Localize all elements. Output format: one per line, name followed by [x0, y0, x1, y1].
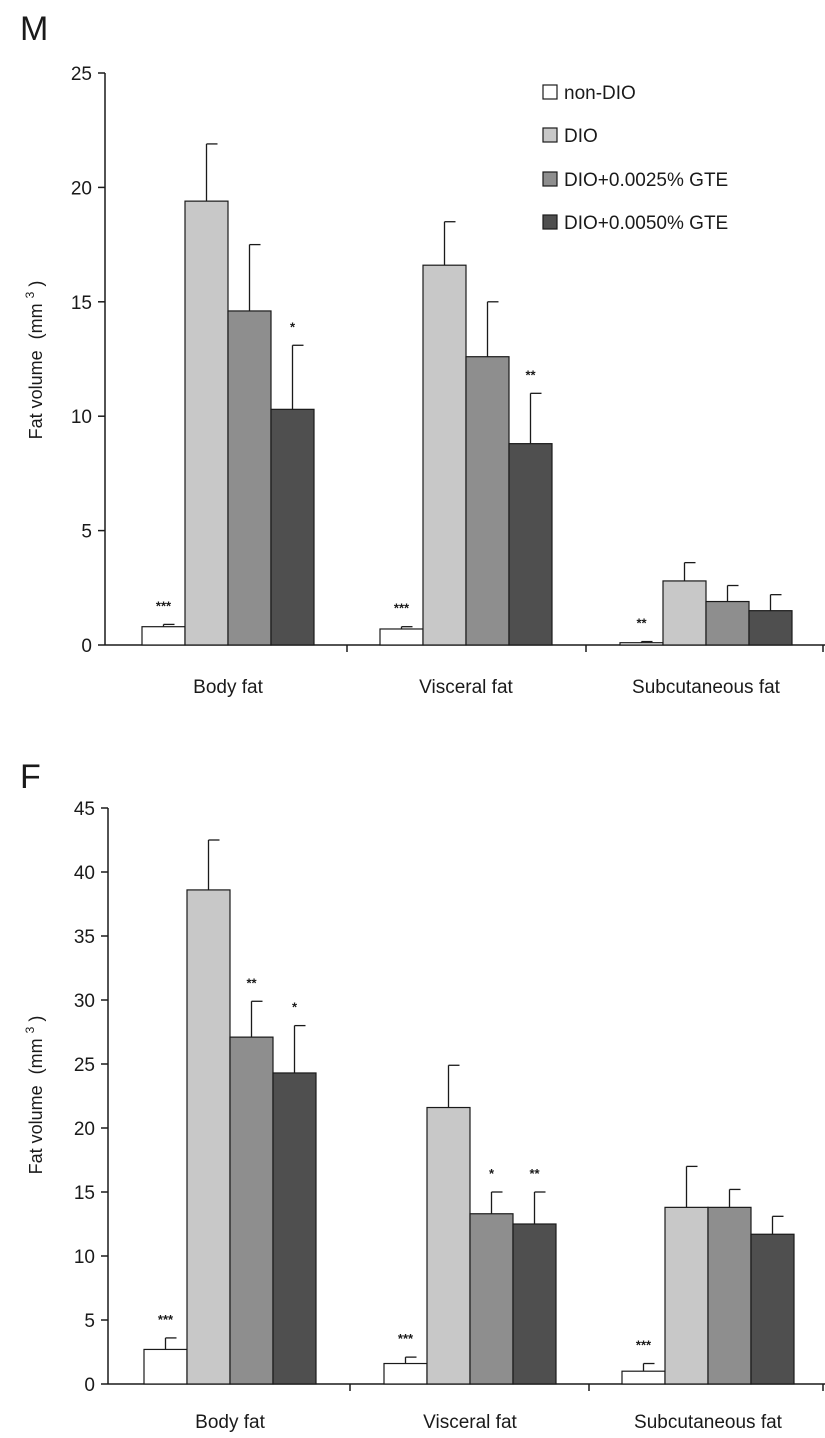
bar-non-dio-body-fat	[141, 626, 186, 646]
y-axis-label-text: Fat volume	[26, 350, 46, 439]
bar-dio-0-0025-gte-subcutaneous-fat	[707, 1206, 752, 1385]
y-tick-label: 25	[74, 1055, 95, 1076]
x-tick-label-visceral-fat: Visceral fat	[423, 1412, 517, 1433]
legend-label-dio: DIO	[564, 126, 598, 147]
chart-panel-f: F Fat volume (mm 3 ) 0 5 10 15 20 25 30 35 40 45 B…	[18, 758, 825, 1433]
bar-dio-0-0025-gte-body-fat	[227, 310, 272, 646]
legend: non-DIO DIO DIO+0.0025% GTE DIO+0.0050% …	[542, 83, 728, 234]
bar-dio-0-0025-gte-visceral-fat	[465, 356, 510, 646]
y-tick-label: 10	[71, 407, 92, 428]
bar-dio-visceral-fat	[426, 1106, 471, 1385]
panel-letter-m: M	[20, 10, 48, 48]
bar-dio-0-0025-gte-subcutaneous-fat	[705, 600, 750, 646]
x-tick-label-body-fat: Body fat	[193, 677, 263, 698]
chart-panel-m: M Fat volume (mm 3 ) 0 5 10 15 20 25 Body fat V…	[18, 10, 825, 698]
bar-non-dio-visceral-fat	[379, 628, 424, 646]
y-tick-label: 5	[81, 522, 92, 543]
y-tick-label: 20	[71, 178, 92, 199]
legend-item-dio-0025-gte: DIO+0.0025% GTE	[542, 170, 728, 191]
y-axis-label: Fat volume (mm 3 )	[18, 1016, 46, 1175]
bar-dio-body-fat	[184, 200, 229, 646]
legend-item-dio-0050-gte: DIO+0.0050% GTE	[542, 213, 728, 234]
y-tick-label: 30	[74, 991, 95, 1012]
y-axis-label-text: Fat volume	[26, 1085, 46, 1174]
bar-dio-0-0050-gte-subcutaneous-fat	[750, 1233, 795, 1385]
bar-non-dio-subcutaneous-fat	[619, 642, 664, 646]
bar-dio-0-0050-gte-body-fat	[272, 1072, 317, 1385]
bar-non-dio-body-fat	[143, 1348, 188, 1385]
significance-marker: ***	[636, 1338, 652, 1353]
significance-marker: *	[292, 1000, 298, 1015]
y-tick-label: 15	[74, 1183, 95, 1204]
significance-marker: **	[529, 1166, 540, 1181]
y-tick-label: 45	[74, 799, 95, 820]
y-axis-label-unit: (mm	[26, 1038, 46, 1074]
bar-dio-subcutaneous-fat	[662, 580, 707, 646]
y-tick-label: 35	[74, 927, 95, 948]
y-tick-label: 0	[84, 1375, 95, 1396]
legend-swatch-dio-0050-gte	[542, 214, 558, 230]
bar-dio-0-0025-gte-body-fat	[229, 1036, 274, 1385]
bar-dio-0-0025-gte-visceral-fat	[469, 1213, 514, 1385]
bar-dio-0-0050-gte-visceral-fat	[508, 443, 553, 646]
panel-letter-f: F	[20, 758, 41, 796]
x-tick-label-body-fat: Body fat	[195, 1412, 265, 1433]
x-tick-label-subcutaneous-fat: Subcutaneous fat	[634, 1412, 783, 1433]
legend-item-dio: DIO	[542, 126, 598, 147]
bar-dio-0-0050-gte-visceral-fat	[512, 1223, 557, 1385]
significance-marker: *	[290, 319, 296, 334]
legend-label-dio-0050-gte: DIO+0.0050% GTE	[564, 213, 728, 234]
legend-swatch-non-dio	[542, 84, 558, 100]
bar-dio-body-fat	[186, 889, 231, 1385]
significance-marker: ***	[398, 1331, 414, 1346]
y-axis-label-close: )	[26, 281, 46, 287]
y-tick-label: 5	[84, 1311, 95, 1332]
bar-non-dio-subcutaneous-fat	[621, 1370, 666, 1385]
legend-label-non-dio: non-DIO	[564, 83, 636, 104]
y-tick-label: 40	[74, 863, 95, 884]
significance-marker: ***	[158, 1312, 174, 1327]
significance-marker: *	[489, 1166, 495, 1181]
bar-dio-visceral-fat	[422, 264, 467, 646]
legend-item-non-dio: non-DIO	[542, 83, 636, 104]
bar-dio-subcutaneous-fat	[664, 1206, 709, 1385]
significance-marker: ***	[394, 601, 410, 616]
chart-marks: 0 5 10 15 20 25 Body fat Visceral fat Subcutaneo…	[71, 64, 825, 698]
y-axis-label-close: )	[26, 1016, 46, 1022]
y-axis-label-unit: (mm	[26, 303, 46, 339]
legend-label-dio-0025-gte: DIO+0.0025% GTE	[564, 170, 728, 191]
legend-swatch-dio	[542, 127, 558, 143]
chart-marks: 0 5 10 15 20 25 30 35 40 45 Body fat Visceral fat Su…	[74, 799, 825, 1433]
x-tick-label-subcutaneous-fat: Subcutaneous fat	[632, 677, 781, 698]
y-tick-label: 10	[74, 1247, 95, 1268]
significance-marker: **	[636, 616, 647, 631]
y-axis-label-superscript: 3	[23, 1026, 37, 1033]
bar-non-dio-visceral-fat	[383, 1362, 428, 1385]
significance-marker: **	[525, 367, 536, 382]
y-axis-label: Fat volume (mm 3 )	[18, 281, 46, 440]
y-tick-label: 20	[74, 1119, 95, 1140]
bar-dio-0-0050-gte-subcutaneous-fat	[748, 610, 793, 646]
significance-marker: **	[246, 975, 257, 990]
y-axis-label-superscript: 3	[23, 291, 37, 298]
y-tick-label: 25	[71, 64, 92, 85]
y-tick-label: 15	[71, 293, 92, 314]
x-tick-label-visceral-fat: Visceral fat	[419, 677, 513, 698]
y-tick-label: 0	[81, 636, 92, 657]
legend-swatch-dio-0025-gte	[542, 171, 558, 187]
bar-dio-0-0050-gte-body-fat	[270, 408, 315, 646]
significance-marker: ***	[156, 598, 172, 613]
